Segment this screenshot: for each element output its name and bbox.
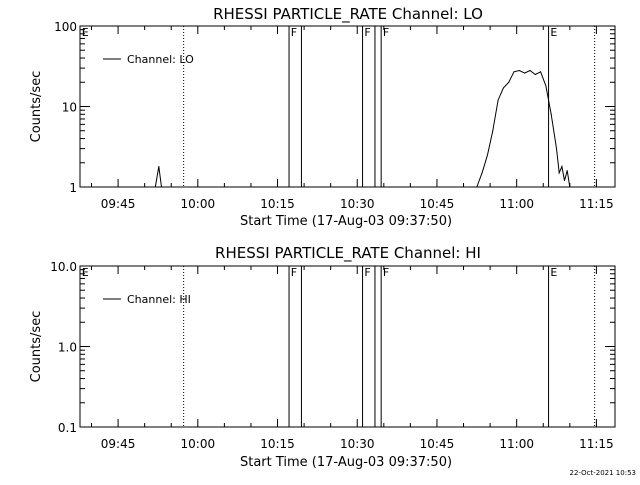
- data-point: [566, 170, 568, 172]
- y-tick-label: 1: [69, 181, 77, 195]
- data-point: [556, 148, 558, 150]
- data-point: [502, 87, 504, 89]
- chart-panel-hi: RHESSI PARTICLE_RATE Channel: HI 09:45 10:…: [29, 244, 616, 470]
- data-point: [154, 186, 156, 188]
- flag-label: E: [82, 26, 89, 39]
- flag-label: E: [550, 266, 557, 279]
- flag-label: E: [82, 266, 89, 279]
- data-point: [492, 130, 494, 132]
- plot-frame: [79, 25, 616, 188]
- x-tick-label: 11:00: [499, 437, 534, 451]
- x-tick-label: 11:15: [579, 197, 614, 211]
- chart-panel-lo: RHESSI PARTICLE_RATE Channel: LO 09:45 10:…: [29, 5, 616, 229]
- chart-title: RHESSI PARTICLE_RATE Channel: HI: [215, 244, 481, 263]
- data-point: [481, 172, 483, 174]
- x-axis-label: Start Time (17-Aug-03 09:37:50): [240, 214, 452, 229]
- data-point: [158, 165, 160, 167]
- flag-label: F: [364, 26, 370, 39]
- y-tick-label: 100: [54, 20, 77, 34]
- x-tick-label: 11:15: [579, 437, 614, 451]
- data-series-line: [154, 166, 162, 188]
- x-tick-label: 11:00: [499, 197, 534, 211]
- plot-frame: [79, 265, 616, 428]
- data-point: [529, 70, 531, 72]
- x-tick-label: 09:45: [101, 197, 136, 211]
- flag-label: E: [550, 26, 557, 39]
- flag-label: F: [291, 266, 297, 279]
- x-tick-label: 10:45: [420, 197, 455, 211]
- data-point: [561, 165, 563, 167]
- data-point: [508, 81, 510, 83]
- data-point: [545, 85, 547, 87]
- data-point: [518, 70, 520, 72]
- x-tick-label: 09:45: [101, 437, 136, 451]
- data-point: [550, 113, 552, 115]
- flag-label: F: [291, 26, 297, 39]
- x-tick-label: 10:15: [260, 197, 295, 211]
- data-point: [564, 180, 566, 182]
- chart-title: RHESSI PARTICLE_RATE Channel: LO: [213, 5, 483, 24]
- plot-timestamp: 22-Oct-2021 10:53: [570, 469, 636, 477]
- x-tick-label: 10:15: [260, 437, 295, 451]
- data-point: [540, 71, 542, 73]
- data-point: [524, 72, 526, 74]
- y-tick-label: 10: [62, 101, 77, 115]
- data-series-line: [476, 69, 571, 188]
- legend-entry: Channel: HI: [127, 293, 191, 306]
- flag-label: F: [383, 26, 389, 39]
- y-axis-label: Counts/sec: [29, 311, 44, 383]
- data-point: [497, 99, 499, 101]
- data-point: [486, 154, 488, 156]
- legend-entry: Channel: LO: [127, 53, 194, 66]
- x-tick-label: 10:00: [181, 437, 216, 451]
- y-tick-label: 10.0: [50, 260, 77, 274]
- x-tick-label: 10:30: [340, 197, 375, 211]
- x-tick-label: 10:45: [420, 437, 455, 451]
- y-axis-label: Counts/sec: [29, 71, 44, 143]
- x-axis-label: Start Time (17-Aug-03 09:37:50): [240, 455, 452, 470]
- data-point: [476, 186, 478, 188]
- y-tick-label: 0.1: [58, 421, 77, 435]
- x-tick-label: 10:00: [181, 197, 216, 211]
- data-point: [513, 71, 515, 73]
- data-point: [534, 73, 536, 75]
- data-point: [160, 186, 162, 188]
- flag-label: F: [383, 266, 389, 279]
- x-tick-label: 10:30: [340, 437, 375, 451]
- data-point: [569, 186, 571, 188]
- flag-label: F: [364, 266, 370, 279]
- data-point: [558, 172, 560, 174]
- y-tick-label: 1.0: [58, 341, 77, 355]
